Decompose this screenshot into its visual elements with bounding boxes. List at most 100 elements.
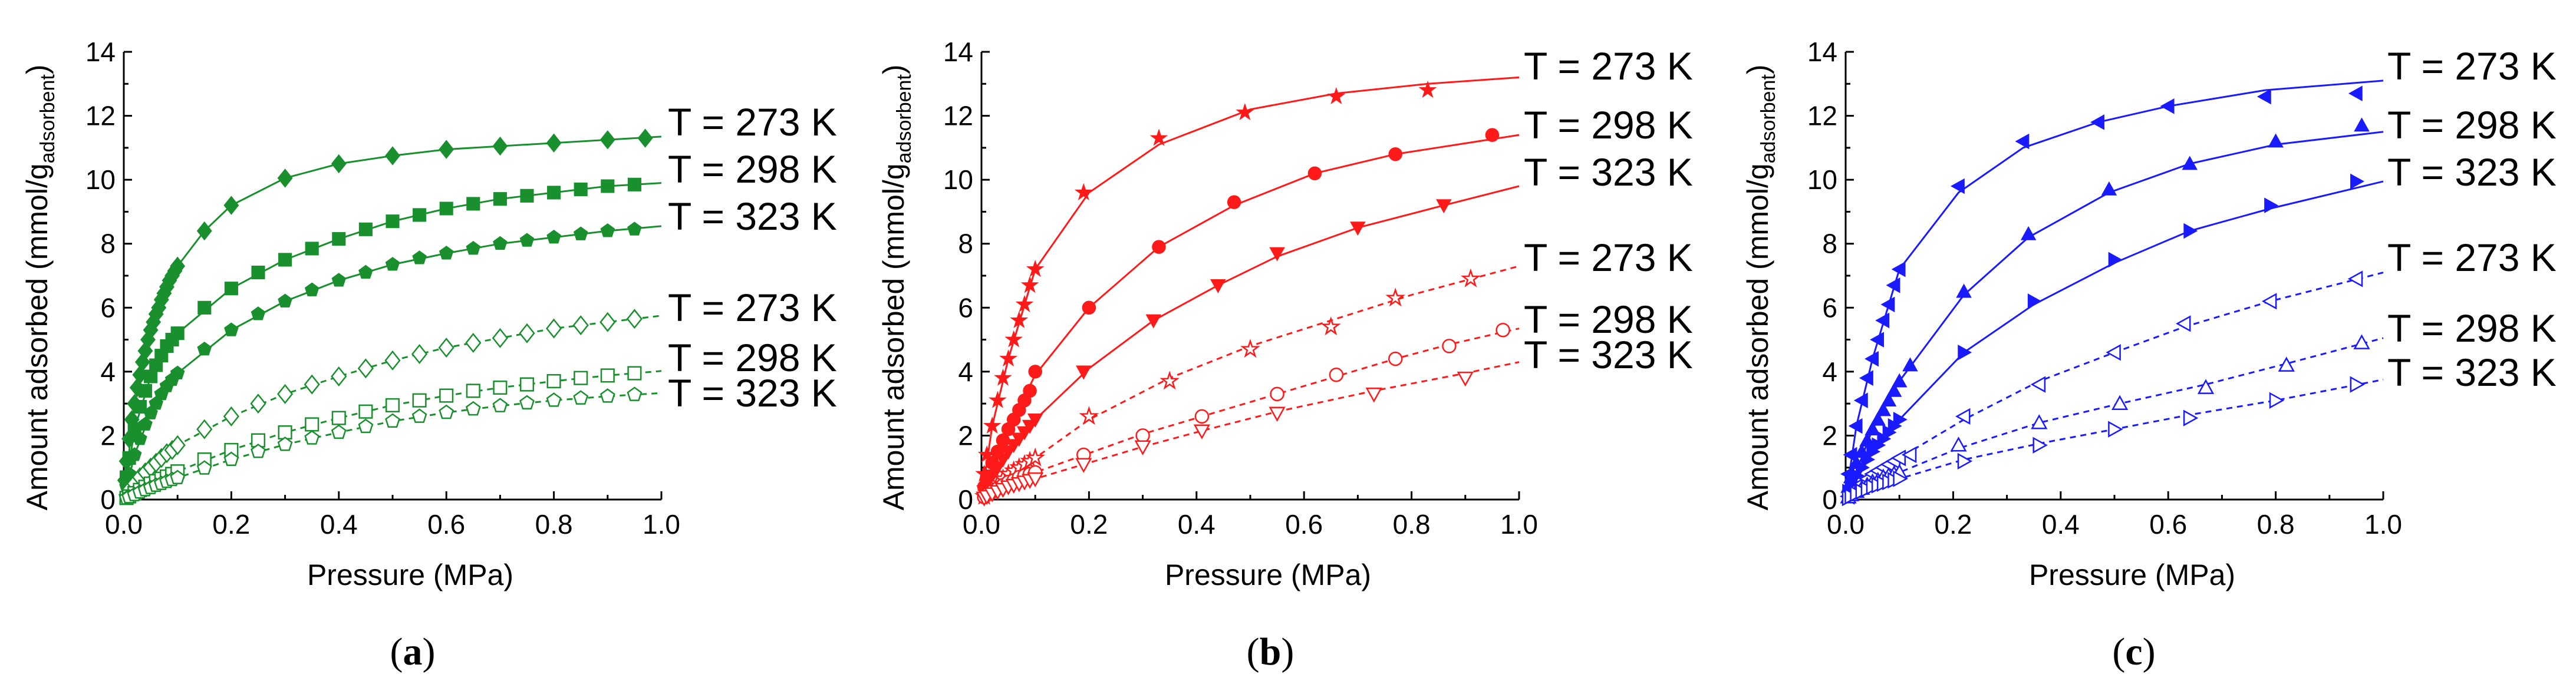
y-tick-label: 14: [943, 37, 973, 67]
data-point: [599, 312, 616, 332]
panel-c: 0.0 0.2 0.4 0.6 0.8 1.0 0 2 4 6 8 10 12 14 Pressure (M…: [1741, 37, 2557, 673]
series-label: T = 273 K: [2387, 236, 2557, 279]
data-point: [412, 250, 427, 265]
series-4: [1840, 270, 2384, 505]
data-point: [439, 140, 454, 159]
panel-label: (b): [1247, 630, 1294, 673]
data-point: [574, 182, 588, 196]
y-axis-title: Amount adsorbed (mmol/gadsorbent): [21, 64, 59, 510]
data-point: [357, 358, 374, 379]
data-point: [1152, 240, 1166, 254]
data-point: [466, 383, 480, 398]
x-tick-label: 0.4: [2042, 509, 2080, 540]
x-tick-label: 0.0: [963, 509, 1000, 540]
series-2: [977, 128, 1520, 500]
data-point: [1027, 413, 1043, 428]
panel-label-open: (: [390, 630, 403, 673]
series-3: [976, 185, 1520, 500]
data-point: [1880, 296, 1895, 313]
data-point: [2031, 414, 2048, 429]
data-point: [197, 341, 212, 356]
data-point: [1955, 408, 1971, 425]
data-point: [1210, 279, 1226, 293]
data-point: [492, 328, 509, 348]
data-point: [250, 394, 266, 414]
x-tick-label: 0.0: [105, 509, 143, 540]
data-point: [2108, 421, 2123, 438]
data-point: [546, 229, 561, 244]
series-label: T = 298 K: [2387, 306, 2557, 350]
data-point: [1957, 452, 1973, 470]
data-point: [224, 322, 239, 336]
series-4: [118, 309, 662, 505]
y-axis-title-main: Amount adsorbed (mmol/g: [21, 163, 54, 510]
data-point: [385, 413, 400, 428]
data-point: [1958, 345, 1972, 361]
data-point: [626, 309, 643, 329]
data-point: [358, 404, 373, 419]
y-tick-label: 14: [85, 37, 116, 67]
data-point: [2015, 133, 2030, 150]
x-tick-label: 0.8: [535, 509, 573, 540]
panel-a: 0.0 0.2 0.4 0.6 0.8 1.0 0 2 4 6 8 10 12 14 Pressure (M…: [21, 37, 837, 673]
panel-label: (a): [390, 630, 436, 673]
data-point: [1461, 268, 1481, 287]
data-point: [637, 128, 653, 148]
data-point: [1875, 312, 1890, 329]
data-point: [1227, 195, 1241, 209]
data-point: [223, 196, 239, 215]
x-tick-label: 0.2: [212, 509, 250, 540]
y-tick-label: 8: [958, 229, 973, 259]
series-line: [1844, 180, 2384, 500]
series-5: [119, 366, 662, 505]
data-point: [466, 197, 480, 211]
data-point: [1236, 103, 1254, 121]
data-point: [385, 146, 400, 166]
data-point: [1902, 357, 1918, 372]
data-point: [519, 395, 535, 410]
data-point: [1865, 351, 1879, 367]
data-point: [2268, 133, 2284, 148]
data-point: [332, 232, 346, 246]
data-point: [601, 179, 615, 193]
data-point: [2030, 376, 2046, 393]
data-point: [1320, 316, 1341, 336]
series-6: [976, 361, 1520, 507]
series-label: T = 323 K: [668, 371, 837, 415]
data-point: [127, 447, 142, 461]
data-point: [1886, 277, 1900, 293]
data-point: [2108, 252, 2123, 268]
data-point: [627, 366, 642, 381]
y-tick-label: 0: [958, 484, 973, 515]
x-tick-label: 0.4: [1178, 509, 1215, 540]
data-point: [196, 221, 212, 241]
series-label: T = 323 K: [2387, 150, 2557, 194]
data-point: [1875, 402, 1892, 416]
data-point: [1950, 437, 1967, 452]
panel-label: (c): [2112, 630, 2155, 673]
data-point: [1010, 310, 1029, 329]
data-point: [196, 419, 213, 439]
y-tick-label: 6: [100, 292, 116, 323]
data-point: [2033, 437, 2048, 454]
data-point: [439, 404, 454, 419]
data-point: [2197, 379, 2215, 394]
y-tick-label: 12: [85, 101, 116, 131]
y-tick-label: 2: [958, 420, 973, 451]
data-point: [1193, 424, 1211, 439]
data-point: [1457, 371, 1474, 387]
y-axis-title-close: ): [1741, 64, 1774, 74]
series-5: [1840, 334, 2384, 504]
x-tick-label: 0.0: [1827, 509, 1865, 540]
data-point: [1865, 421, 1880, 435]
data-point: [520, 189, 534, 203]
data-point: [1028, 365, 1042, 379]
series-label: T = 273 K: [668, 286, 837, 329]
series-line: [981, 328, 1520, 501]
data-point: [305, 242, 319, 256]
data-point: [1365, 388, 1382, 403]
data-point: [546, 392, 562, 407]
y-tick-label: 4: [958, 356, 973, 387]
x-tick-label: 0.6: [1285, 509, 1323, 540]
panel-label-open: (: [1247, 630, 1260, 673]
